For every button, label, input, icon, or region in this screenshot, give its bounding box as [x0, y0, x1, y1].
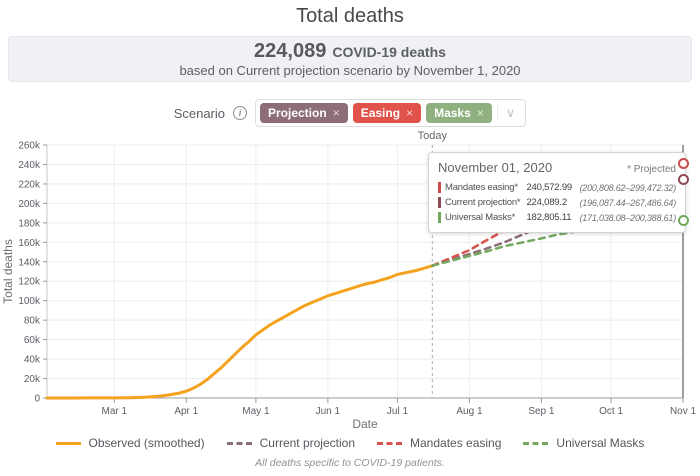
y-tick-label: 100k — [18, 296, 41, 307]
tooltip-row-universal-masks: Universal Masks* 182,805.11 (171,038.08–… — [438, 210, 676, 225]
summary-headline: 224,089 COVID-19 deaths — [9, 41, 691, 62]
summary-banner: 224,089 COVID-19 deaths based on Current … — [8, 36, 692, 82]
legend-item-observed[interactable]: Observed (smoothed) — [55, 436, 205, 450]
chip-label: Easing — [360, 106, 401, 120]
series-line-observed-smoothed-[interactable] — [45, 264, 434, 400]
y-tick-label: 40k — [24, 355, 41, 366]
tooltip-projected-note: * Projected — [627, 164, 676, 175]
x-tick-label: Nov 1 — [670, 406, 697, 417]
x-tick-label: Jul 1 — [387, 406, 409, 417]
x-tick-label: Apr 1 — [174, 406, 198, 417]
y-tick-label: 160k — [18, 238, 41, 249]
y-tick-label: 260k — [18, 141, 41, 152]
page-title: Total deaths — [296, 5, 404, 27]
x-axis-title: Date — [352, 417, 378, 431]
x-tick-label: Sep 1 — [528, 406, 555, 417]
x-tick-label: May 1 — [242, 406, 270, 417]
series-color-bar — [438, 182, 441, 193]
series-color-bar — [438, 212, 441, 223]
chip-label: Projection — [268, 106, 327, 120]
y-tick-label: 80k — [24, 316, 41, 327]
series-color-bar — [438, 197, 441, 208]
y-tick-label: 200k — [18, 199, 41, 210]
series-line-mandates-easing[interactable] — [431, 162, 685, 267]
today-label: Today — [418, 130, 448, 142]
y-tick-label: 0 — [34, 394, 40, 405]
deaths-chart[interactable]: 0 20k 40k 60k 80k 100k 120k 140k 160k 180k 200k 220… — [0, 130, 700, 432]
y-tick-label: 180k — [18, 218, 41, 229]
tooltip-row-mandates-easing: Mandates easing* 240,572.99 (200,808.62–… — [438, 180, 676, 195]
scenario-chip-masks[interactable]: Masks × — [426, 103, 492, 123]
y-tick-label: 140k — [18, 257, 41, 268]
tooltip-row-current-projection: Current projection* 224,089.2 (196,087.4… — [438, 195, 676, 210]
x-tick-label: Jun 1 — [316, 406, 341, 417]
chip-remove-icon[interactable]: × — [332, 106, 340, 120]
summary-subtitle: based on Current projection scenario by … — [179, 63, 521, 78]
legend-item-current-projection[interactable]: Current projection — [226, 436, 355, 450]
chart-legend: Observed (smoothed) Current projection M… — [0, 436, 700, 450]
tooltip-date: November 01, 2020 — [438, 160, 553, 175]
deaths-total-value: 224,089 — [254, 40, 327, 62]
y-tick-label: 20k — [24, 374, 41, 385]
y-tick-label: 120k — [18, 277, 41, 288]
y-tick-label: 240k — [18, 160, 41, 171]
legend-swatch — [523, 441, 549, 445]
chip-label: Masks — [434, 106, 471, 120]
endpoint-marker-current-projection[interactable] — [677, 174, 689, 186]
legend-swatch — [55, 441, 81, 445]
scenario-selector-row: Scenario i Projection × Easing × Masks × ∨ — [0, 99, 700, 127]
chevron-down-icon[interactable]: ∨ — [496, 104, 522, 122]
endpoint-marker-mandates-easing[interactable] — [677, 158, 689, 170]
legend-swatch — [377, 441, 402, 445]
y-axis-title: Total deaths — [1, 239, 15, 304]
endpoint-marker-universal-masks[interactable] — [677, 214, 689, 226]
chart-footnote: All deaths specific to COVID-19 patients… — [255, 457, 445, 469]
legend-swatch — [226, 441, 252, 445]
chip-remove-icon[interactable]: × — [476, 106, 484, 120]
legend-item-mandates-easing[interactable]: Mandates easing — [377, 436, 501, 450]
info-icon[interactable]: i — [233, 106, 247, 120]
x-tick-label: Aug 1 — [456, 406, 483, 417]
x-tick-label: Oct 1 — [599, 406, 623, 417]
scenario-label: Scenario — [173, 105, 225, 121]
deaths-chart-svg[interactable]: 0 20k 40k 60k 80k 100k 120k 140k 160k 180k 200k 220… — [0, 130, 700, 432]
chip-remove-icon[interactable]: × — [406, 106, 414, 120]
legend-item-universal-masks[interactable]: Universal Masks — [523, 436, 644, 450]
y-tick-label: 220k — [18, 179, 41, 190]
scenario-chip-projection[interactable]: Projection × — [260, 103, 348, 123]
scenario-multiselect[interactable]: Projection × Easing × Masks × ∨ — [255, 99, 527, 127]
y-tick-label: 60k — [24, 335, 41, 346]
x-tick-label: Mar 1 — [102, 406, 128, 417]
chart-tooltip: November 01, 2020 * Projected Mandates e… — [428, 152, 686, 233]
scenario-chip-easing[interactable]: Easing × — [352, 103, 422, 123]
deaths-total-label: COVID-19 deaths — [332, 44, 446, 60]
